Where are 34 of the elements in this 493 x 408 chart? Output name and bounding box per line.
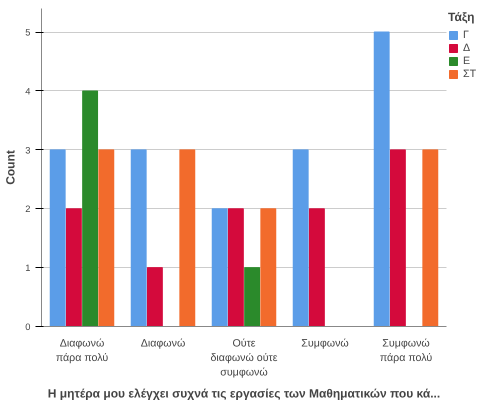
- bar: [244, 267, 260, 326]
- y-axis-title: Count: [3, 150, 18, 185]
- x-axis-title: Η μητέρα μου ελέγχει συχνά τις εργασίες των Μαθηματικών που κά...: [48, 386, 440, 400]
- bar: [98, 149, 114, 326]
- x-tick-label: Ούτε διαφωνώ ούτε συμφωνώ: [210, 338, 278, 378]
- bar: [390, 149, 406, 326]
- y-tick-label: 5: [25, 28, 31, 38]
- bar: [179, 149, 196, 326]
- bar: [146, 267, 163, 326]
- bar: [66, 208, 82, 326]
- x-tick-label: Διαφωνώ πάρα πολύ: [56, 338, 108, 364]
- legend-label: ΣΤ: [463, 68, 478, 80]
- bar: [374, 32, 390, 326]
- legend-label: Δ: [463, 42, 472, 54]
- bar: [228, 208, 244, 326]
- legend-label: Ε: [463, 55, 472, 67]
- bar: [292, 149, 309, 326]
- y-tick-label: 2: [25, 204, 31, 214]
- legend-label: Γ: [463, 29, 470, 41]
- bar: [50, 149, 66, 326]
- y-tick-label: 0: [25, 322, 31, 332]
- bar: [82, 90, 98, 326]
- x-tick-label: Συμφωνώ πάρα πολύ: [380, 338, 432, 364]
- bar: [422, 149, 438, 326]
- bar: [130, 149, 147, 326]
- x-tick-label: Διαφωνώ: [140, 338, 186, 350]
- y-tick-label: 3: [25, 145, 31, 156]
- y-tick-label: 4: [25, 86, 31, 96]
- x-tick-label: Συμφωνώ: [301, 338, 349, 350]
- bar: [212, 208, 228, 326]
- legend-title: Τάξη: [448, 10, 476, 24]
- bar: [308, 208, 325, 326]
- bar: [260, 208, 276, 326]
- y-tick-label: 1: [25, 263, 31, 274]
